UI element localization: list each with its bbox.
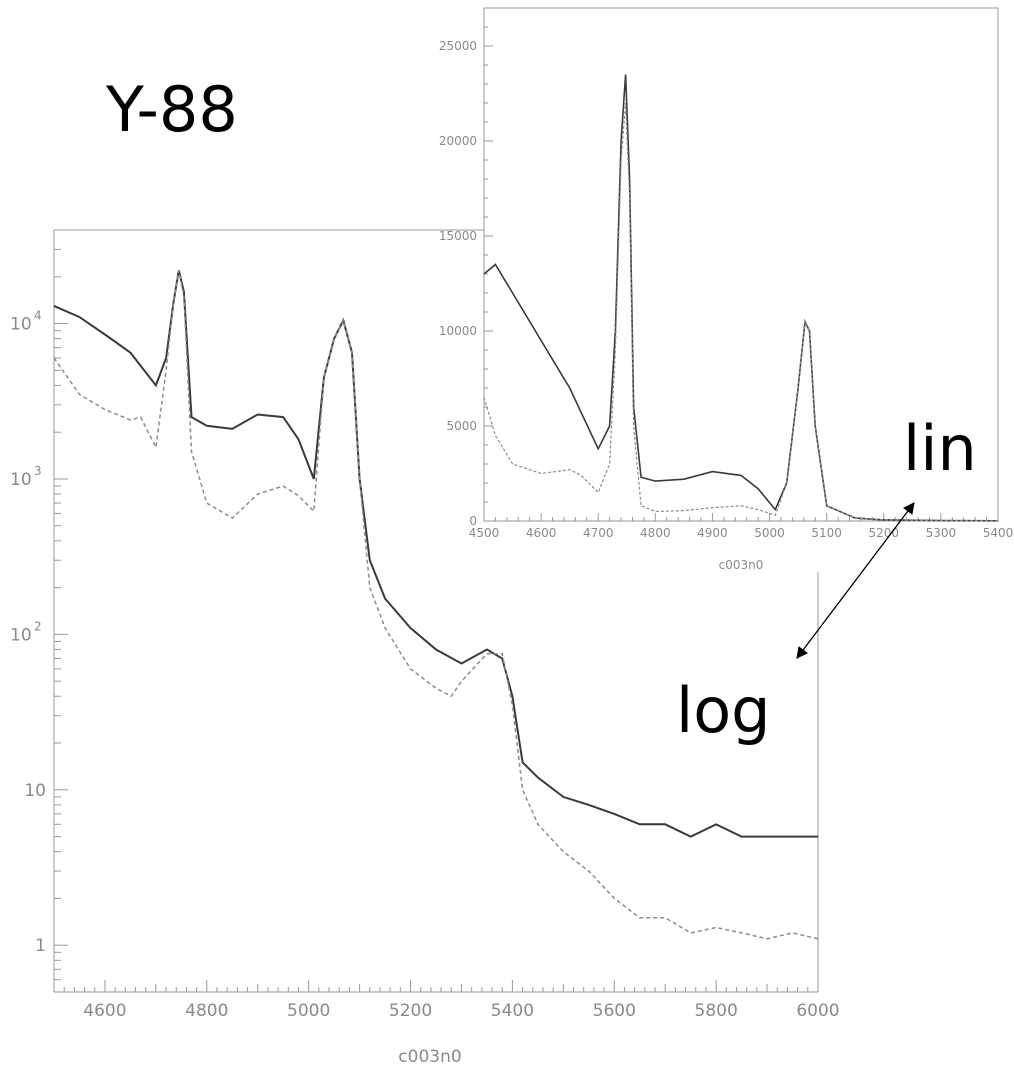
lin-plot-y-tick-label: 0 [469, 514, 477, 528]
log-plot-x-tick-label: 4800 [185, 1001, 228, 1021]
log-plot-y-tick-label: 1 [35, 936, 46, 956]
lin-plot-y-tick-labels: 0 5000 10000 15000 20000 25000 [439, 39, 477, 528]
lin-plot-axes [483, 7, 999, 522]
lin-plot-y-tick-label: 15000 [439, 229, 477, 243]
log-plot-x-tick-label: 5400 [491, 1001, 534, 1021]
log-plot-y-tick-exponent: 2 [34, 619, 42, 633]
lin-plot-x-tick-label: 4700 [583, 526, 614, 540]
lin-plot-x-tick-label: 4800 [640, 526, 671, 540]
lin-plot-x-tick-label: 5400 [983, 526, 1014, 540]
lin-plot-series [483, 74, 999, 522]
lin-plot-y-tick-label: 20000 [439, 134, 477, 148]
log-plot-series-solid-line [53, 270, 818, 838]
log-plot-x-tick-label: 5600 [593, 1001, 636, 1021]
page-title: Y-88 [105, 73, 238, 146]
lin-plot-series-dashed-line [483, 102, 999, 522]
lin-plot-y-tick-label: 10000 [439, 324, 477, 338]
log-plot-y-tick-label: 10 [24, 781, 46, 801]
lin-plot-x-tick-label: 4600 [526, 526, 557, 540]
lin-plot-x-tick-label: 5300 [926, 526, 957, 540]
lin-plot-x-tick-label: 4500 [469, 526, 500, 540]
log-plot-x-tick-label: 5200 [389, 1001, 432, 1021]
log-plot-y-tick-label: 10 [10, 470, 32, 490]
log-plot-y-tick-label: 10 [10, 315, 32, 335]
log-plot-y-tick-exponent: 4 [34, 309, 42, 323]
lin-annotation-label: lin [903, 412, 977, 485]
log-plot-x-tick-label: 6000 [796, 1001, 839, 1021]
log-plot-x-tick-label: 5000 [287, 1001, 330, 1021]
log-plot-y-tick-exponent: 3 [34, 464, 42, 478]
log-plot-x-axis-label: c003n0 [398, 1047, 461, 1067]
lin-plot-x-axis-label: c003n0 [719, 558, 764, 572]
log-annotation-label: log [676, 674, 771, 747]
lin-plot-x-tick-label: 5000 [754, 526, 785, 540]
log-plot-x-tick-label: 4600 [83, 1001, 126, 1021]
lin-plot-x-tick-label: 4900 [697, 526, 728, 540]
log-plot-y-tick-label: 10 [10, 625, 32, 645]
lin-plot-x-tick-label: 5100 [811, 526, 842, 540]
lin-plot-frame [483, 7, 999, 522]
log-plot-x-tick-label: 5800 [695, 1001, 738, 1021]
lin-log-arrow [796, 502, 915, 659]
log-plot-series [53, 270, 819, 940]
log-plot-x-tick-labels: 4600 4800 5000 5200 5400 5600 5800 6000 [83, 1001, 839, 1021]
log-plot-series-dashed-line [53, 270, 819, 940]
lin-plot-y-tick-label: 5000 [446, 419, 477, 433]
lin-plot-y-tick-label: 25000 [439, 39, 477, 53]
linear-scale-inset-plot: 4500 4600 4700 4800 4900 5000 5100 5200 5300 5400… [439, 7, 1014, 572]
